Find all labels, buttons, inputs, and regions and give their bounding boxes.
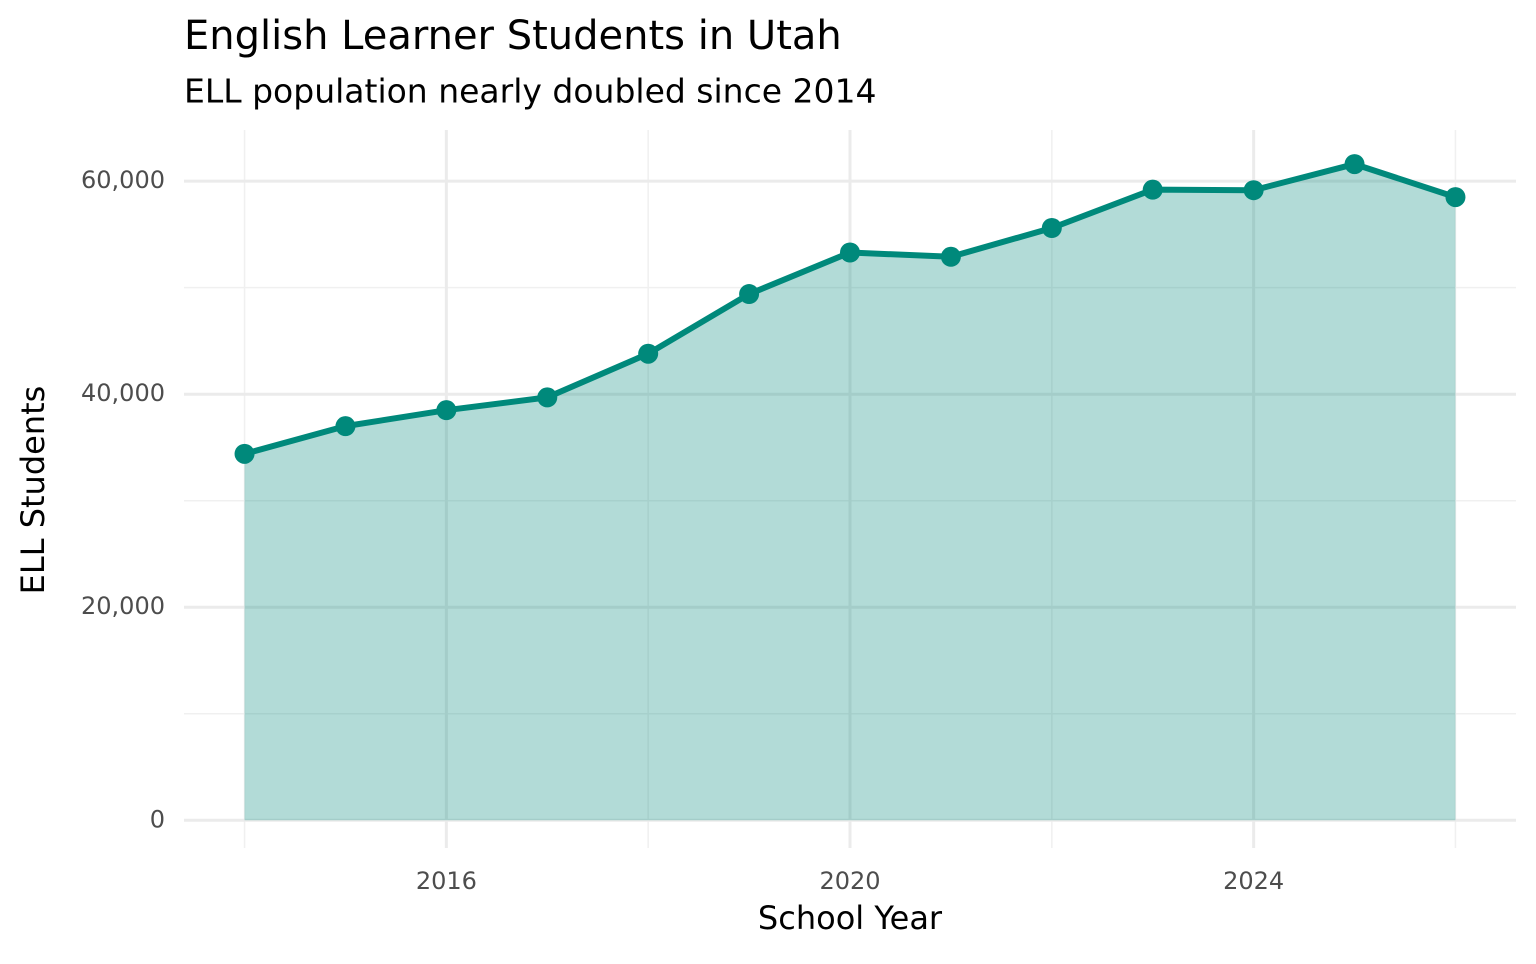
point: [940, 246, 961, 267]
x-axis-label: School Year: [758, 899, 943, 937]
point: [1041, 218, 1062, 239]
point: [1344, 154, 1365, 175]
point: [335, 416, 356, 437]
point: [638, 343, 659, 364]
chart-subtitle: ELL population nearly doubled since 2014: [184, 72, 877, 111]
point: [436, 400, 457, 421]
point: [739, 284, 760, 305]
point: [234, 443, 255, 464]
chart-title: English Learner Students in Utah: [184, 13, 842, 59]
point: [840, 242, 860, 263]
point: [1445, 187, 1466, 208]
area: [244, 164, 1456, 821]
x-tick-label: 2024: [1223, 867, 1284, 895]
y-tick-label: 60,000: [81, 166, 165, 194]
point: [1142, 179, 1163, 200]
y-axis-label: ELL Students: [14, 386, 52, 595]
x-tick-label: 2016: [416, 867, 477, 895]
y-tick-label: 0: [150, 805, 165, 833]
y-tick-label: 20,000: [81, 592, 165, 620]
x-tick-label: 2020: [819, 867, 880, 895]
point: [537, 387, 558, 408]
point: [1243, 180, 1264, 201]
y-tick-label: 40,000: [81, 379, 165, 407]
